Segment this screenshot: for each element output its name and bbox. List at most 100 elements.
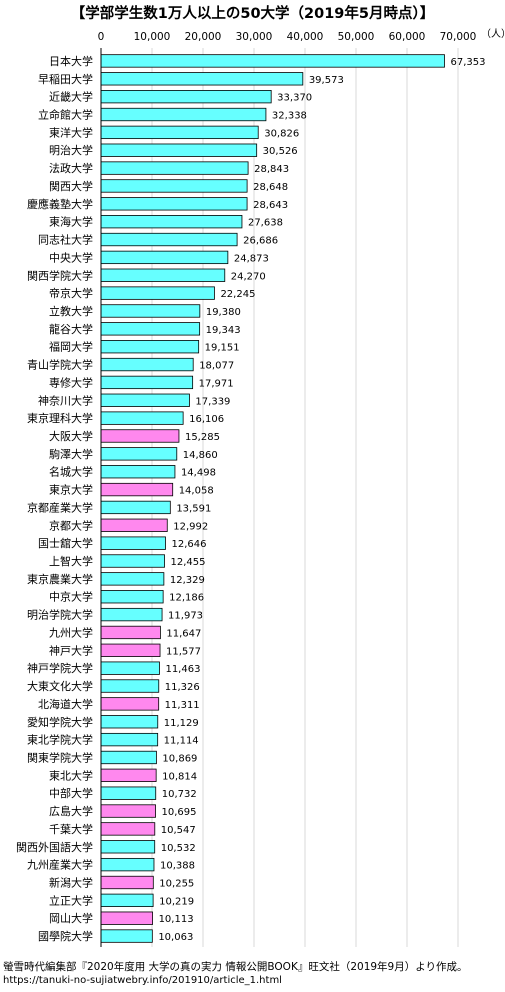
category-label: 東京大学 bbox=[49, 483, 93, 497]
value-label: 11,463 bbox=[165, 664, 200, 675]
category-label: 日本大学 bbox=[49, 54, 93, 68]
category-label: 岡山大学 bbox=[49, 911, 93, 925]
value-label: 19,380 bbox=[206, 307, 241, 318]
category-label: 國學院大学 bbox=[38, 929, 93, 943]
value-label: 10,532 bbox=[161, 843, 196, 854]
category-label: 神奈川大学 bbox=[38, 393, 93, 407]
unit-label: （人） bbox=[481, 29, 505, 40]
category-label: 九州産業大学 bbox=[27, 858, 93, 872]
chart-title: 【学部学生数1万人以上の50大学（2019年5月時点）】 bbox=[70, 6, 435, 22]
value-label: 11,114 bbox=[164, 736, 199, 747]
bar bbox=[100, 715, 159, 729]
category-label: 慶應義塾大学 bbox=[27, 197, 93, 211]
category-label: 東洋大学 bbox=[49, 125, 93, 139]
value-label: 14,498 bbox=[181, 468, 216, 479]
value-label: 19,343 bbox=[206, 325, 241, 336]
bar bbox=[100, 375, 194, 390]
value-label: 11,326 bbox=[165, 682, 200, 693]
bar bbox=[100, 90, 272, 104]
bar bbox=[100, 482, 174, 497]
bar bbox=[100, 697, 160, 711]
bar bbox=[100, 875, 154, 890]
category-label: 中央大学 bbox=[49, 250, 93, 264]
category-label: 東京農業大学 bbox=[27, 572, 93, 586]
value-label: 10,547 bbox=[161, 825, 196, 836]
source-note: 螢雪時代編集部『2020年度用 大学の真の実力 情報公開BOOK』旺文社（201… bbox=[3, 961, 468, 973]
category-label: 中部大学 bbox=[49, 786, 93, 800]
x-tick-label: 0 bbox=[98, 31, 105, 43]
value-label: 19,151 bbox=[205, 343, 240, 354]
category-label: 明治学院大学 bbox=[27, 608, 93, 622]
bar bbox=[100, 465, 176, 479]
bar bbox=[100, 786, 157, 800]
category-label: 東京理科大学 bbox=[27, 411, 93, 425]
x-tick-label: 50,000 bbox=[338, 31, 375, 43]
category-label: 立教大学 bbox=[49, 304, 93, 318]
x-tick-label: 30,000 bbox=[236, 31, 273, 43]
category-label: 法政大学 bbox=[49, 161, 93, 175]
x-tick-label: 40,000 bbox=[287, 31, 324, 43]
bar bbox=[100, 857, 155, 872]
bar bbox=[100, 929, 153, 943]
bar bbox=[100, 197, 248, 211]
category-label: 京都産業大学 bbox=[27, 500, 93, 514]
bar bbox=[100, 804, 156, 818]
value-label: 15,285 bbox=[185, 432, 220, 443]
bar bbox=[100, 643, 161, 657]
bar bbox=[100, 72, 304, 86]
bar bbox=[100, 572, 165, 586]
value-label: 12,992 bbox=[173, 521, 208, 532]
value-label: 27,638 bbox=[248, 218, 283, 229]
value-label: 12,186 bbox=[169, 593, 204, 604]
bar bbox=[100, 357, 194, 372]
bar bbox=[100, 429, 180, 443]
bar bbox=[100, 911, 153, 925]
category-label: 龍谷大学 bbox=[49, 322, 93, 336]
value-label: 11,577 bbox=[166, 646, 201, 657]
bar bbox=[100, 286, 215, 300]
value-label: 10,255 bbox=[159, 878, 194, 889]
category-label: 九州大学 bbox=[49, 625, 93, 639]
bar bbox=[100, 143, 258, 157]
bar bbox=[100, 340, 200, 354]
value-label: 30,526 bbox=[263, 146, 298, 157]
category-label: 国士舘大学 bbox=[38, 536, 93, 550]
category-label: 北海道大学 bbox=[38, 697, 93, 711]
bar bbox=[100, 161, 249, 175]
bar bbox=[100, 822, 156, 836]
category-label: 福岡大学 bbox=[49, 340, 93, 354]
value-label: 17,971 bbox=[199, 378, 234, 389]
value-label: 10,732 bbox=[162, 789, 197, 800]
category-label: 立正大学 bbox=[49, 893, 93, 907]
value-label: 16,106 bbox=[189, 414, 224, 425]
bar bbox=[100, 268, 226, 282]
bar bbox=[100, 411, 184, 425]
x-tick-label: 20,000 bbox=[185, 31, 222, 43]
bar bbox=[100, 215, 243, 229]
category-label: 同志社大学 bbox=[38, 233, 93, 247]
bar bbox=[100, 250, 229, 265]
category-label: 神戸学院大学 bbox=[27, 661, 93, 675]
value-label: 28,843 bbox=[254, 164, 289, 175]
category-label: 愛知学院大学 bbox=[27, 715, 93, 729]
value-label: 10,869 bbox=[162, 753, 197, 764]
category-label: 京都大学 bbox=[49, 518, 93, 532]
bar bbox=[100, 232, 238, 247]
bar bbox=[100, 661, 160, 675]
category-label: 立命館大学 bbox=[38, 108, 93, 122]
bar bbox=[100, 840, 156, 854]
bar bbox=[100, 447, 178, 461]
bar bbox=[100, 750, 157, 765]
category-label: 早稲田大学 bbox=[38, 72, 93, 86]
value-label: 10,113 bbox=[159, 914, 194, 925]
bar bbox=[100, 625, 161, 640]
category-label: 上智大学 bbox=[49, 554, 93, 568]
bar bbox=[100, 107, 267, 122]
bar bbox=[100, 500, 171, 515]
value-label: 22,245 bbox=[220, 289, 255, 300]
value-label: 10,219 bbox=[159, 896, 194, 907]
value-label: 11,647 bbox=[166, 628, 201, 639]
bar bbox=[100, 732, 159, 747]
bar bbox=[100, 322, 201, 336]
value-label: 11,311 bbox=[165, 700, 200, 711]
